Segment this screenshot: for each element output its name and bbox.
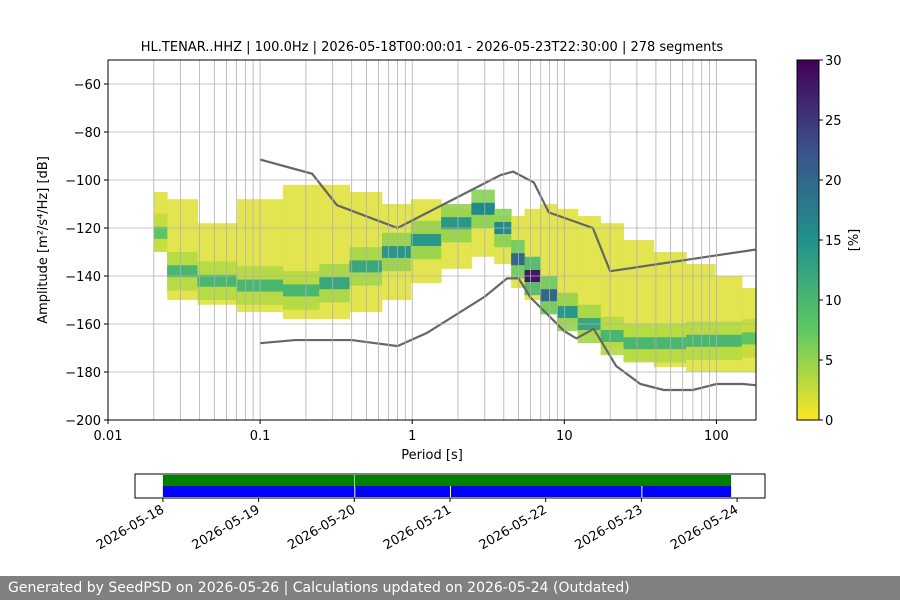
colorbar-tick-label: 20 [825,174,842,189]
y-tick-label: −160 [65,318,101,333]
data-segment [162,486,355,497]
y-tick-label: −60 [74,78,101,93]
x-tick-label: 0.1 [250,429,271,444]
x-tick-label: 2026-05-22 [477,502,550,553]
colorbar-tick-label: 25 [825,114,842,129]
colorbar-label: [%] [847,229,862,252]
y-tick-label: −200 [65,414,101,429]
density-peak [153,226,168,239]
colorbar [797,60,819,420]
chart: HL.TENAR..HHZ | 100.0Hz | 2026-05-18T00:… [36,40,862,553]
colorbar-tick-label: 0 [825,414,833,429]
x-tick-label: 0.01 [94,429,123,444]
x-tick-label: 2026-05-18 [94,502,167,553]
x-axis-label: Period [s] [401,448,463,463]
data-segment [355,486,450,497]
colorbar-frame [796,59,820,421]
colorbar-tick-label: 10 [825,294,842,309]
x-tick-label: 2026-05-23 [572,502,645,553]
x-tick-label: 2026-05-21 [381,502,454,553]
x-tick-label: 2026-05-24 [668,502,741,553]
density-peak [715,334,743,347]
density-peak [540,289,558,302]
y-tick-label: −120 [65,222,101,237]
x-tick-label: 100 [704,429,729,444]
y-tick-label: −140 [65,270,101,285]
plot-frame [107,59,757,421]
colorbar-tick-label: 5 [825,354,833,369]
density-peak [197,274,238,287]
density-peak [381,246,412,258]
density-peak [600,330,625,342]
data-segment [354,475,732,486]
data-segment [450,486,642,497]
y-axis-label: Amplitude [m²/s⁴/Hz] [dB] [36,156,51,324]
y-tick-label: −80 [74,126,101,141]
chart-title: HL.TENAR..HHZ | 100.0Hz | 2026-05-18T00:… [141,40,724,55]
density-peak [556,306,579,318]
density-peak [319,277,351,290]
density-peak [283,284,320,297]
density-peak [511,253,526,266]
density-peak [653,337,687,350]
x-tick-label: 2026-05-19 [190,502,263,553]
density-peak [623,337,655,350]
density-peak [741,332,756,345]
density-peak [349,260,383,273]
density-peak [410,234,442,246]
noise-model-line [259,158,756,273]
x-tick-label: 2026-05-20 [285,502,358,553]
footer: Generated by SeedPSD on 2026-05-26 | Cal… [0,576,900,600]
x-tick-label: 10 [556,429,573,444]
density-peak [471,202,495,215]
y-tick-label: −100 [65,174,101,189]
colorbar-tick-label: 15 [825,234,842,249]
data-segment [162,475,354,486]
x-tick-label: 1 [408,429,416,444]
density-peak [686,334,716,347]
density-peak [441,217,472,230]
colorbar-tick-label: 30 [825,54,842,69]
density-peak [167,265,198,278]
y-tick-label: −180 [65,366,101,381]
data-segment [642,486,732,497]
